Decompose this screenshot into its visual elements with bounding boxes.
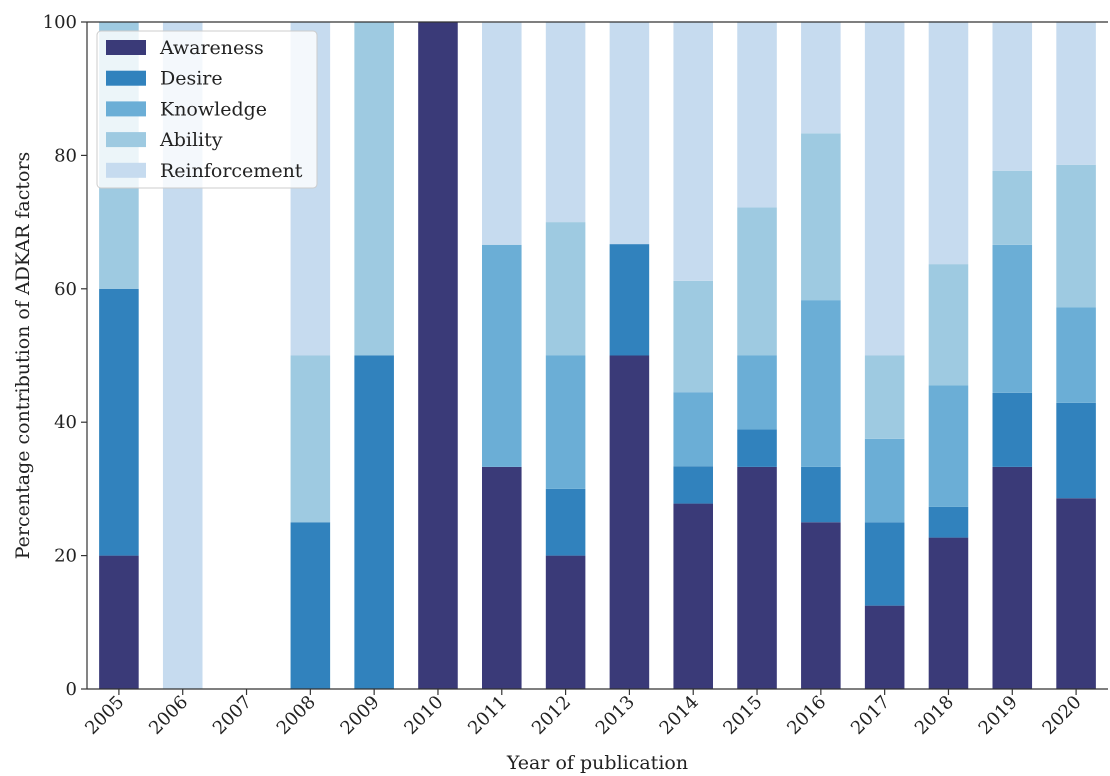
legend-label-desire: Desire [160,68,223,90]
x-tick-label: 2017 [847,692,894,739]
x-tick-label: 2010 [400,692,447,739]
legend-frame [96,30,318,189]
bar-knowledge-2011 [481,244,522,467]
bar-knowledge-2019 [992,244,1033,393]
bar-desire-2019 [992,392,1033,467]
bar-awareness-2020 [1056,498,1096,689]
bar-desire-2013 [609,244,650,356]
bar-reinforcement-2016 [801,22,841,134]
legend-label-knowledge: Knowledge [160,98,267,120]
bar-reinforcement-2012 [545,22,586,223]
bar-reinforcement-2019 [992,22,1033,171]
bar-ability-2020 [1056,164,1096,308]
bar-reinforcement-2013 [609,22,650,245]
y-tick-label: 60 [54,279,77,300]
y-tick-label: 80 [54,145,77,166]
legend: Awareness Desire Knowledge Ability Reinforce… [96,30,318,189]
bar-awareness-2019 [992,466,1033,689]
bar-knowledge-2020 [1056,307,1096,403]
bar-ability-2012 [545,222,586,356]
x-tick-label: 2013 [592,692,639,739]
bar-ability-2018 [928,264,969,386]
bar-desire-2008 [290,522,331,689]
legend-swatch-knowledge [106,101,146,117]
bar-knowledge-2014 [673,392,714,467]
bar-awareness-2014 [673,503,714,689]
bar-awareness-2017 [864,605,905,689]
x-tick-label: 2012 [528,692,575,739]
x-tick-label: 2006 [145,692,192,739]
bar-reinforcement-2014 [673,21,714,281]
bar-desire-2012 [545,488,586,556]
bar-desire-2018 [928,506,969,538]
x-tick-label: 2018 [911,692,958,739]
bar-desire-2020 [1056,402,1096,499]
bar-knowledge-2012 [545,355,586,489]
bar-ability-2014 [673,280,714,393]
bar-desire-2009 [354,355,394,689]
bar-reinforcement-2015 [737,22,777,208]
bar-reinforcement-2011 [481,22,522,245]
bar-awareness-2011 [481,466,522,689]
x-tick-label: 2009 [336,692,383,739]
bar-awareness-2018 [928,537,969,689]
legend-swatch-reinforcement [106,162,146,178]
x-axis-label: Year of publication [506,752,688,774]
bar-desire-2015 [737,429,777,467]
bar-awareness-2016 [801,522,841,689]
bar-ability-2017 [864,355,905,439]
x-tick-label: 2005 [81,692,128,739]
legend-label-ability: Ability [159,129,223,151]
x-tick-label: 2011 [464,692,511,739]
y-tick-label: 100 [43,12,77,33]
bar-desire-2016 [801,466,841,523]
bar-awareness-2005 [99,555,139,689]
y-axis-label: Percentage contribution of ADKAR factors [12,152,34,560]
x-tick-label: 2016 [783,692,830,739]
x-tick-label: 2014 [656,692,703,739]
bar-knowledge-2016 [801,300,841,467]
bar-reinforcement-2017 [864,22,905,356]
bar-ability-2019 [992,170,1033,245]
bar-ability-2015 [737,207,777,356]
legend-swatch-ability [106,132,146,148]
x-tick-label: 2019 [975,692,1022,739]
x-tick-label: 2015 [719,692,766,739]
bar-awareness-2010 [418,22,458,689]
legend-label-reinforcement: Reinforcement [160,160,303,182]
bar-desire-2017 [864,522,905,606]
x-tick-label: 2007 [209,692,256,739]
y-tick-label: 0 [66,679,77,700]
legend-swatch-desire [106,70,146,86]
bar-awareness-2013 [609,355,650,689]
bar-ability-2008 [290,355,331,523]
bar-knowledge-2015 [737,355,777,430]
bar-knowledge-2017 [864,438,905,523]
x-tick-label: 2008 [273,692,320,739]
y-tick-label: 20 [54,546,77,567]
bar-ability-2009 [354,22,394,356]
y-tick-label: 40 [54,412,77,433]
bar-desire-2014 [673,466,714,504]
legend-swatch-awareness [106,40,146,55]
bar-knowledge-2018 [928,385,969,507]
bar-awareness-2012 [545,555,586,689]
bar-desire-2005 [99,288,139,556]
x-tick-label: 2020 [1038,692,1085,739]
bar-reinforcement-2018 [928,21,969,265]
legend-label-awareness: Awareness [159,37,264,59]
bar-ability-2016 [801,133,841,301]
bar-reinforcement-2020 [1056,22,1096,165]
bar-awareness-2015 [737,466,777,689]
